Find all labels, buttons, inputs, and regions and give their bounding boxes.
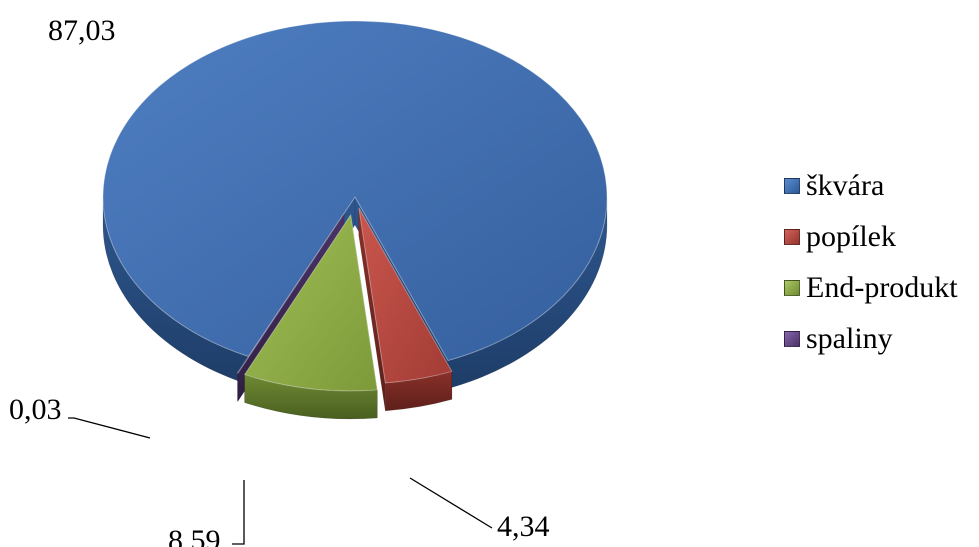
- legend-swatch-spaliny: [784, 330, 800, 347]
- pie-slice-skvara-top: [102, 20, 608, 362]
- legend-swatch-popilek: [784, 228, 800, 245]
- leader-line-end-produkt: [232, 480, 245, 545]
- legend-swatch-end-produkt: [784, 279, 800, 296]
- pie-slice-end-produkt: [243, 213, 378, 420]
- pie-slice-end-produkt-top: [243, 213, 378, 392]
- legend-swatch-skvara: [784, 177, 800, 194]
- pie-slice-popilek-rim-0: [385, 371, 453, 412]
- data-label-skvara: 87,03: [48, 14, 116, 47]
- pie-slice-popilek-top: [358, 207, 453, 384]
- legend-label-popilek: popílek: [806, 219, 896, 253]
- data-label-end-produkt: 8,59: [168, 524, 221, 547]
- pie-slice-popilek: [358, 206, 453, 412]
- legend-label-spaliny: spaliny: [806, 321, 893, 355]
- data-label-spaliny: 0,03: [9, 393, 62, 426]
- pie-slice-spaliny-top: [236, 213, 345, 374]
- legend-label-end-produkt: End-produkt: [806, 270, 958, 304]
- legend: škvára popílek End-produkt spaliny: [784, 160, 958, 364]
- legend-item-spaliny: spaliny: [784, 313, 958, 364]
- leader-line-popilek: [409, 477, 493, 529]
- data-label-popilek: 4,34: [497, 510, 550, 543]
- legend-item-skvara: škvára: [784, 160, 958, 211]
- legend-item-end-produkt: End-produkt: [784, 262, 958, 313]
- leader-line-spaliny: [68, 417, 151, 439]
- legend-item-popilek: popílek: [784, 211, 958, 262]
- legend-label-skvara: škvára: [806, 168, 885, 202]
